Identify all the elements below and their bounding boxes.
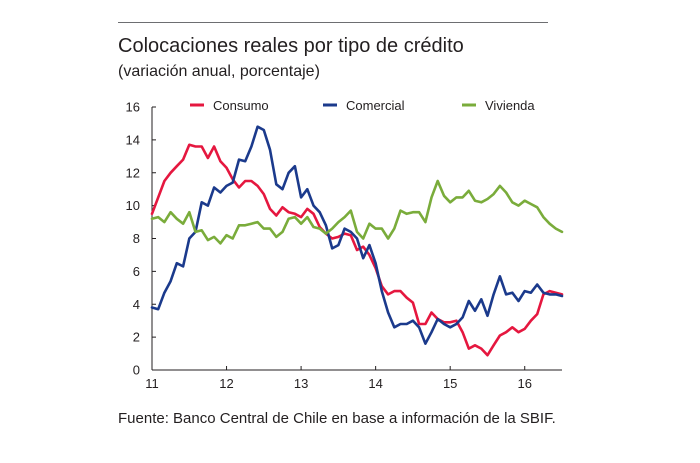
x-tick-label: 13 <box>294 376 308 391</box>
top-rule <box>118 22 548 23</box>
y-tick-label: 12 <box>126 165 140 180</box>
x-tick-label: 11 <box>145 376 159 391</box>
series-line-comercial <box>150 125 564 346</box>
y-tick-label: 14 <box>126 132 140 147</box>
series-line-consumo <box>150 143 564 357</box>
y-tick-label: 10 <box>126 198 140 213</box>
x-tick-label: 16 <box>517 376 531 391</box>
y-tick-label: 16 <box>126 100 140 115</box>
x-tick-label: 15 <box>443 376 457 391</box>
y-tick-label: 2 <box>133 330 140 345</box>
legend-label-comercial: Comercial <box>346 98 405 113</box>
legend-label-vivienda: Vivienda <box>485 98 535 113</box>
chart-title: Colocaciones reales por tipo de crédito <box>118 35 464 57</box>
chart-subtitle: (variación anual, porcentaje) <box>118 63 320 80</box>
x-tick-label: 14 <box>368 376 382 391</box>
y-tick-label: 4 <box>133 297 140 312</box>
legend-label-consumo: Consumo <box>213 98 269 113</box>
y-tick-label: 6 <box>133 264 140 279</box>
y-tick-label: 0 <box>133 363 140 378</box>
y-tick-label: 8 <box>133 231 140 246</box>
x-tick-label: 12 <box>219 376 233 391</box>
series-line-vivienda <box>150 179 564 245</box>
source-note: Fuente: Banco Central de Chile en base a… <box>118 410 556 427</box>
